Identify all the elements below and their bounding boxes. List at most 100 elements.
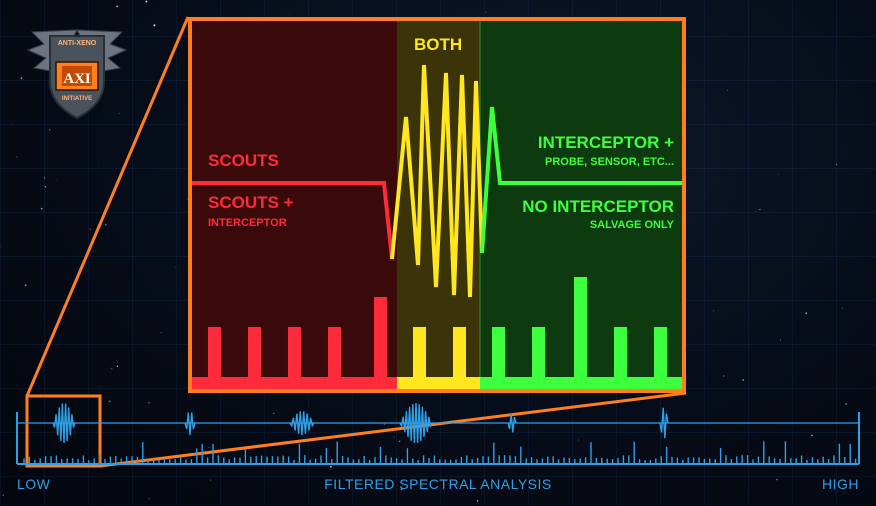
star (148, 402, 150, 404)
star (476, 500, 479, 502)
star (208, 446, 210, 449)
no-interceptor-label: NO INTERCEPTOR (522, 197, 674, 216)
star (108, 400, 111, 403)
bar-red (248, 327, 261, 377)
bar-red (374, 297, 387, 377)
star (742, 379, 744, 381)
logo-top-text: ANTI-XENO (58, 40, 97, 47)
zoom-line-bottom (99, 391, 687, 468)
star (118, 112, 120, 114)
interceptor-plus-label: INTERCEPTOR + (537, 133, 674, 152)
star (776, 479, 778, 481)
bar-red (328, 327, 341, 377)
star (577, 439, 579, 441)
spectrum-burst (289, 411, 315, 436)
bar-green (492, 327, 505, 377)
star (273, 412, 275, 415)
star (723, 375, 725, 377)
star (24, 284, 27, 287)
spectrum-strip (16, 402, 860, 465)
star (20, 77, 23, 79)
base-band-green (480, 377, 682, 389)
star (16, 156, 18, 158)
waveform-green (480, 106, 682, 254)
star (383, 423, 386, 425)
star (393, 436, 395, 438)
zoom-source-box (25, 394, 102, 468)
star (44, 186, 46, 188)
scouts-plus-label: SCOUTS + (208, 193, 294, 212)
star (845, 403, 848, 406)
star (836, 163, 838, 165)
star (400, 488, 403, 491)
bar-red (288, 327, 301, 377)
zoom-panel: BOTH SCOUTS SCOUTS + INTERCEPTOR INTERCE… (188, 17, 686, 393)
star (153, 24, 156, 27)
star (462, 476, 463, 478)
star (330, 465, 332, 468)
waveform-yellow (390, 64, 484, 298)
base-band-yellow (397, 377, 480, 389)
star (777, 173, 779, 175)
spectrum-burst (399, 402, 433, 443)
star (110, 367, 113, 370)
zoom-line-top (25, 16, 190, 397)
star (841, 307, 843, 309)
logo-letters: AXI (63, 71, 91, 87)
star (98, 165, 99, 167)
scouts-plus-sub: INTERCEPTOR (208, 217, 287, 229)
star (55, 179, 57, 181)
bar-green (574, 277, 587, 377)
star (289, 13, 290, 15)
axis-high-label: HIGH (822, 476, 859, 492)
no-interceptor-sub: SALVAGE ONLY (589, 219, 674, 231)
waveform-red (192, 181, 394, 260)
star (702, 208, 704, 209)
interceptor-plus-sub: PROBE, SENSOR, ETC... (545, 156, 674, 168)
logo-bottom-text: INITIATIVE (62, 96, 92, 102)
spectrum-burst (507, 413, 517, 433)
star (40, 207, 43, 210)
star (147, 18, 149, 20)
star (811, 434, 813, 437)
spectrum-burst (184, 412, 196, 436)
star (174, 266, 176, 268)
star (148, 498, 150, 500)
star (116, 365, 119, 368)
star (11, 123, 13, 125)
star (145, 0, 148, 3)
star (210, 479, 212, 481)
star (783, 287, 784, 288)
bar-green (614, 327, 627, 377)
star (692, 68, 693, 70)
star (44, 177, 46, 179)
axi-logo: ANTI-XENO AXI INITIATIVE (22, 22, 132, 122)
star (67, 445, 68, 447)
star (93, 250, 95, 252)
star (49, 129, 51, 131)
star (805, 312, 808, 315)
spectrum-burst (52, 403, 76, 444)
winged-shield-icon: ANTI-XENO AXI INITIATIVE (26, 29, 128, 120)
bar-red (208, 327, 221, 377)
scouts-label: SCOUTS (208, 151, 279, 170)
star (104, 223, 107, 226)
star (398, 440, 401, 443)
bar-green (532, 327, 545, 377)
star (116, 5, 118, 8)
spectrum-burst (659, 407, 669, 439)
star (712, 310, 715, 312)
axis-title: FILTERED SPECTRAL ANALYSIS (324, 476, 552, 492)
bar-green (654, 327, 667, 377)
star (726, 89, 728, 91)
star (779, 339, 781, 341)
star (0, 245, 1, 248)
star (759, 209, 761, 211)
star (2, 494, 5, 496)
star (89, 228, 92, 231)
star (485, 11, 487, 13)
signal-graph (192, 21, 682, 389)
base-band-red (192, 377, 397, 389)
axis-low-label: LOW (17, 476, 51, 492)
